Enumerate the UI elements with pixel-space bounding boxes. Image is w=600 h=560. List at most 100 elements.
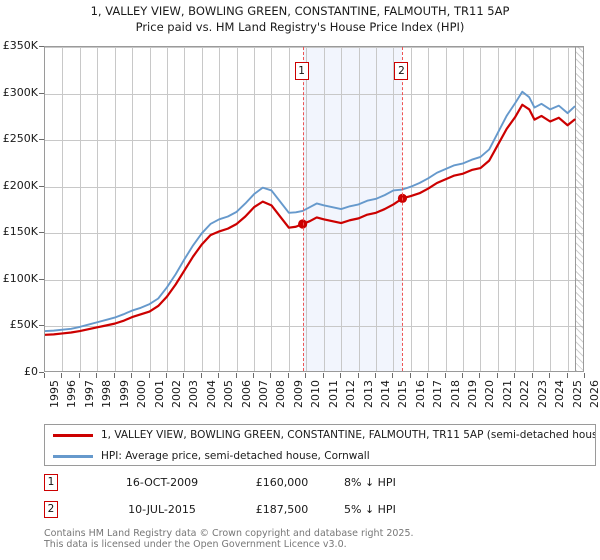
chart-legend: 1, VALLEY VIEW, BOWLING GREEN, CONSTANTI… xyxy=(44,424,596,466)
y-axis-tick-label: £250K xyxy=(2,132,38,146)
gridline-vertical xyxy=(114,47,116,371)
x-axis-tick xyxy=(78,373,80,378)
footer-attribution: Contains HM Land Registry data © Crown c… xyxy=(44,528,600,550)
gridline-horizontal xyxy=(45,140,583,142)
y-axis-tick xyxy=(39,372,44,373)
gridline-vertical xyxy=(97,47,99,371)
x-axis-tick-label: 2002 xyxy=(169,380,183,408)
sale-date-1: 16-OCT-2009 xyxy=(125,476,199,489)
sale-callout-1[interactable]: 1 xyxy=(294,62,309,80)
x-axis-tick-label: 2008 xyxy=(274,380,288,408)
gridline-vertical xyxy=(550,47,552,371)
x-axis-tick-label: 1997 xyxy=(82,380,96,408)
gridline-vertical xyxy=(480,47,482,371)
footer-line-1: Contains HM Land Registry data © Crown c… xyxy=(44,528,414,539)
x-axis-tick-label: 2012 xyxy=(344,380,358,408)
y-axis-tick xyxy=(39,232,44,234)
future-projection-region xyxy=(574,47,583,371)
y-axis-tick-label: £0 xyxy=(24,365,38,378)
x-axis-tick xyxy=(183,373,185,378)
x-axis-tick-label: 2019 xyxy=(466,380,480,408)
legend-entry-property: 1, VALLEY VIEW, BOWLING GREEN, CONSTANTI… xyxy=(45,425,595,446)
x-axis-tick xyxy=(427,373,429,378)
sale-callout-2[interactable]: 2 xyxy=(394,62,409,80)
x-axis-tick-label: 2005 xyxy=(222,380,236,408)
y-axis-tick-label: £50K xyxy=(9,318,38,332)
gridline-horizontal xyxy=(45,326,583,328)
gridline-vertical xyxy=(323,47,325,371)
x-axis-tick xyxy=(165,373,167,378)
gridline-vertical xyxy=(184,47,186,371)
x-axis-tick xyxy=(392,373,394,378)
gridline-vertical xyxy=(410,47,412,371)
x-axis-tick xyxy=(287,373,289,378)
gridline-vertical xyxy=(288,47,290,371)
gridline-vertical xyxy=(166,47,168,371)
sale-marker-line-1 xyxy=(302,47,304,371)
chart-container: £0 £50K £100K £150K £200K £250K £300K £350K 199… xyxy=(0,38,600,408)
gridline-vertical xyxy=(428,47,430,371)
x-axis-tick-label: 2021 xyxy=(500,380,514,408)
table-row: 1 16-OCT-2009 £160,000 8% ↓ HPI xyxy=(44,472,596,499)
gridline-vertical xyxy=(358,47,360,371)
x-axis-tick xyxy=(44,373,45,378)
y-axis-tick-label: £150K xyxy=(2,225,38,239)
title-line-1: 1, VALLEY VIEW, BOWLING GREEN, CONSTANTI… xyxy=(90,4,510,18)
sale-badge-2: 2 xyxy=(44,501,58,518)
gridline-vertical xyxy=(149,47,151,371)
x-axis-tick xyxy=(531,373,533,378)
gridline-horizontal xyxy=(45,186,583,188)
table-row: 2 10-JUL-2015 £187,500 5% ↓ HPI xyxy=(44,499,596,526)
x-axis-tick-label: 2009 xyxy=(291,380,305,408)
x-axis-tick-label: 2015 xyxy=(396,380,410,408)
plot-area xyxy=(44,46,584,372)
x-axis-tick-label: 2018 xyxy=(448,380,462,408)
sales-table: 1 16-OCT-2009 £160,000 8% ↓ HPI 2 10-JUL… xyxy=(44,472,596,526)
x-axis-tick-label: 2022 xyxy=(518,380,532,408)
x-axis-tick-label: 2025 xyxy=(570,380,584,408)
x-axis-tick-label: 2006 xyxy=(239,380,253,408)
x-axis-tick xyxy=(148,373,150,378)
x-axis-tick xyxy=(113,373,115,378)
legend-swatch-property xyxy=(53,434,93,437)
x-axis-tick-label: 2007 xyxy=(257,380,271,408)
x-axis-tick xyxy=(514,373,516,378)
legend-label-property: 1, VALLEY VIEW, BOWLING GREEN, CONSTANTI… xyxy=(101,429,596,441)
x-axis-tick xyxy=(270,373,272,378)
sale-hpi-delta-2: 5% ↓ HPI xyxy=(344,503,396,516)
x-axis-tick-label: 2010 xyxy=(309,380,323,408)
y-axis-tick-label: £300K xyxy=(2,85,38,99)
y-axis-tick xyxy=(39,46,44,47)
y-axis-tick xyxy=(39,139,44,141)
x-axis-tick xyxy=(235,373,237,378)
x-axis-tick-label: 2014 xyxy=(378,380,392,408)
x-axis-tick xyxy=(131,373,133,378)
gridline-vertical xyxy=(79,47,81,371)
gridline-horizontal xyxy=(45,93,583,95)
sale-hpi-delta-1: 8% ↓ HPI xyxy=(344,476,396,489)
x-axis-tick xyxy=(357,373,359,378)
sale-marker-line-2 xyxy=(402,47,404,371)
x-axis-tick xyxy=(584,373,585,378)
y-axis-tick xyxy=(39,92,44,94)
x-axis-tick xyxy=(409,373,411,378)
x-axis-tick-label: 2004 xyxy=(204,380,218,408)
x-axis-tick xyxy=(200,373,202,378)
sale-price-2: £187,500 xyxy=(255,503,309,516)
x-axis-tick xyxy=(566,373,568,378)
x-axis-tick xyxy=(305,373,307,378)
x-axis-tick xyxy=(444,373,446,378)
x-axis-tick-label: 2011 xyxy=(326,380,340,408)
gridline-vertical xyxy=(445,47,447,371)
gridline-vertical xyxy=(254,47,256,371)
gridline-vertical xyxy=(62,47,64,371)
x-axis-tick-label: 1998 xyxy=(100,380,114,408)
footer-line-2: This data is licensed under the Open Gov… xyxy=(44,539,347,550)
x-axis-tick-label: 2026 xyxy=(588,380,600,408)
x-axis-tick xyxy=(549,373,551,378)
page-title: 1, VALLEY VIEW, BOWLING GREEN, CONSTANTI… xyxy=(0,3,600,35)
sale-date-2: 10-JUL-2015 xyxy=(128,503,196,516)
x-axis-tick-label: 2016 xyxy=(413,380,427,408)
x-axis-tick-label: 1999 xyxy=(117,380,131,408)
